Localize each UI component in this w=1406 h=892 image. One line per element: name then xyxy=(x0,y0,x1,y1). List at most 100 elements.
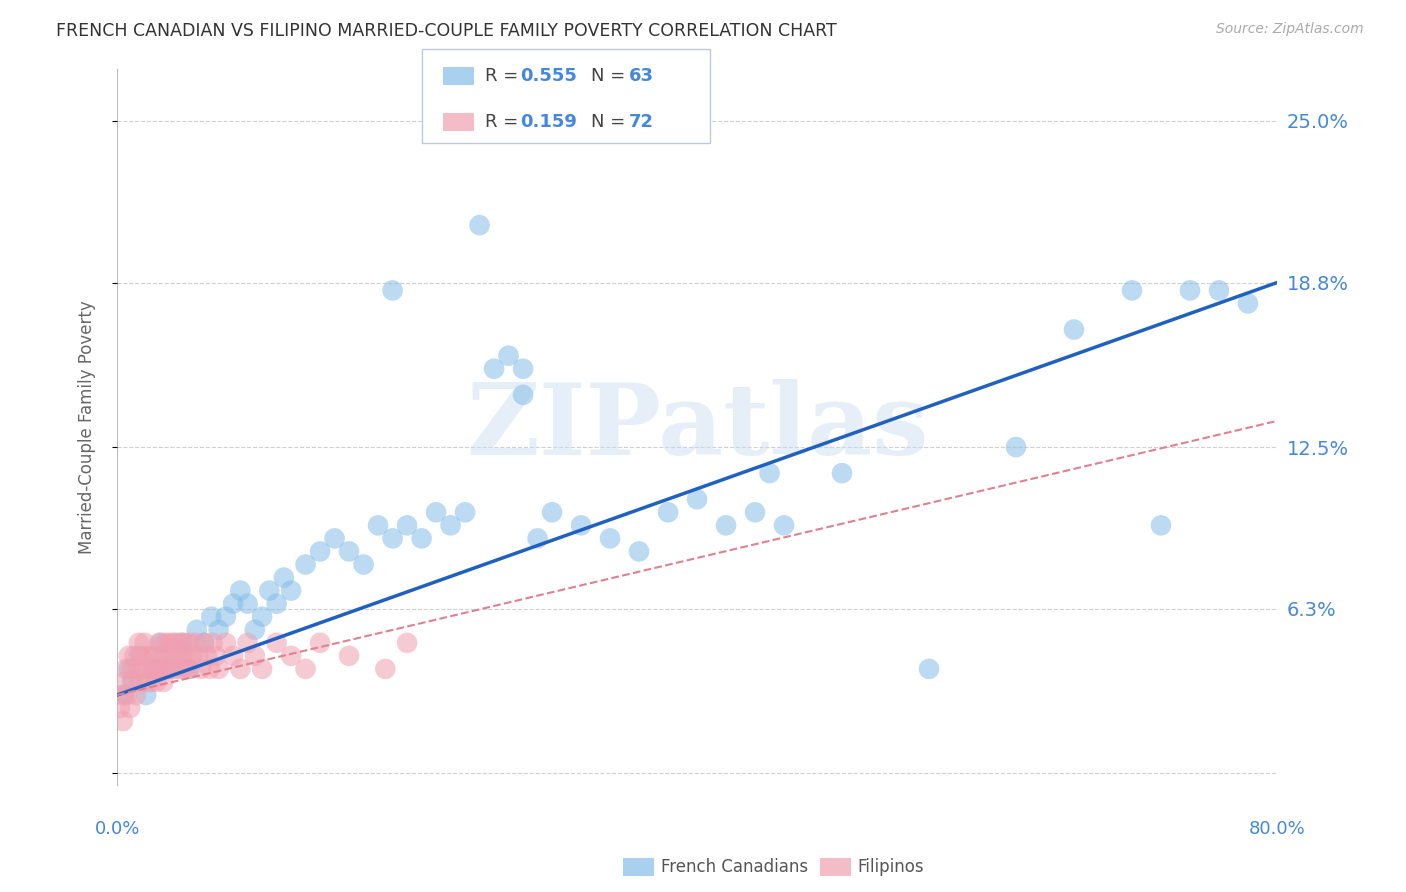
Point xyxy=(156,648,179,663)
Point xyxy=(374,662,396,676)
Point xyxy=(181,648,204,663)
Point xyxy=(541,505,564,519)
Point xyxy=(172,648,194,663)
Point xyxy=(236,636,259,650)
Point xyxy=(294,662,316,676)
Point xyxy=(120,701,142,715)
Point xyxy=(243,648,266,663)
Point xyxy=(146,662,169,676)
Point xyxy=(118,648,141,663)
Point xyxy=(1005,440,1028,454)
Point xyxy=(159,662,181,676)
Point xyxy=(176,648,198,663)
Point xyxy=(498,349,520,363)
Point xyxy=(773,518,796,533)
Point xyxy=(165,648,187,663)
Point xyxy=(150,648,173,663)
Point xyxy=(139,675,162,690)
Point xyxy=(173,662,195,676)
Point xyxy=(142,662,165,676)
Point xyxy=(200,609,222,624)
Point xyxy=(112,675,135,690)
Point xyxy=(657,505,679,519)
Point xyxy=(229,662,252,676)
Point xyxy=(160,648,183,663)
Point xyxy=(170,636,193,650)
Point xyxy=(381,532,404,546)
Point xyxy=(169,662,191,676)
Text: 0.0%: 0.0% xyxy=(94,821,139,838)
Text: 0.555: 0.555 xyxy=(520,67,576,85)
Point xyxy=(134,636,156,650)
Point xyxy=(143,648,166,663)
Text: N =: N = xyxy=(591,113,630,131)
Point xyxy=(628,544,651,558)
Point xyxy=(215,609,238,624)
Point xyxy=(831,466,853,480)
Point xyxy=(1208,284,1230,298)
Point xyxy=(127,662,149,676)
Point xyxy=(190,662,212,676)
Point xyxy=(125,688,148,702)
Text: R =: R = xyxy=(485,67,524,85)
Point xyxy=(198,662,221,676)
Point xyxy=(207,623,229,637)
Point xyxy=(468,218,491,232)
Point xyxy=(111,714,134,728)
Point xyxy=(195,648,218,663)
Point xyxy=(121,675,143,690)
Point xyxy=(266,597,288,611)
Point xyxy=(131,648,153,663)
Text: 80.0%: 80.0% xyxy=(1249,821,1305,838)
Point xyxy=(172,636,194,650)
Point xyxy=(411,532,433,546)
Point xyxy=(149,662,172,676)
Point xyxy=(135,688,157,702)
Point xyxy=(121,662,143,676)
Point xyxy=(108,701,131,715)
Text: 63: 63 xyxy=(628,67,654,85)
Text: Filipinos: Filipinos xyxy=(858,858,924,876)
Point xyxy=(138,662,160,676)
Point xyxy=(259,583,281,598)
Point xyxy=(152,675,174,690)
Text: Source: ZipAtlas.com: Source: ZipAtlas.com xyxy=(1216,22,1364,37)
Point xyxy=(166,636,188,650)
Point xyxy=(145,675,167,690)
Y-axis label: Married-Couple Family Poverty: Married-Couple Family Poverty xyxy=(79,301,96,554)
Point xyxy=(396,518,419,533)
Point xyxy=(367,518,389,533)
Point xyxy=(148,636,170,650)
Point xyxy=(184,636,207,650)
Point xyxy=(309,544,332,558)
Point xyxy=(381,284,404,298)
Point xyxy=(179,662,201,676)
Point xyxy=(1121,284,1143,298)
Point xyxy=(222,648,245,663)
Point xyxy=(425,505,447,519)
Point xyxy=(599,532,621,546)
Point xyxy=(207,662,229,676)
Point xyxy=(396,636,419,650)
Point xyxy=(758,466,780,480)
Point xyxy=(155,662,177,676)
Point xyxy=(112,688,135,702)
Text: ZIPatlas: ZIPatlas xyxy=(465,379,928,476)
Point xyxy=(142,662,165,676)
Point xyxy=(129,675,152,690)
Point xyxy=(512,361,534,376)
Point xyxy=(1150,518,1173,533)
Point xyxy=(250,662,273,676)
Point xyxy=(569,518,592,533)
Text: N =: N = xyxy=(591,67,630,85)
Point xyxy=(153,636,176,650)
Point xyxy=(1178,284,1201,298)
Point xyxy=(141,648,163,663)
Point xyxy=(124,648,146,663)
Point xyxy=(157,636,180,650)
Point xyxy=(353,558,375,572)
Point xyxy=(482,361,505,376)
Text: R =: R = xyxy=(485,113,524,131)
Point xyxy=(117,688,139,702)
Text: French Canadians: French Canadians xyxy=(661,858,808,876)
